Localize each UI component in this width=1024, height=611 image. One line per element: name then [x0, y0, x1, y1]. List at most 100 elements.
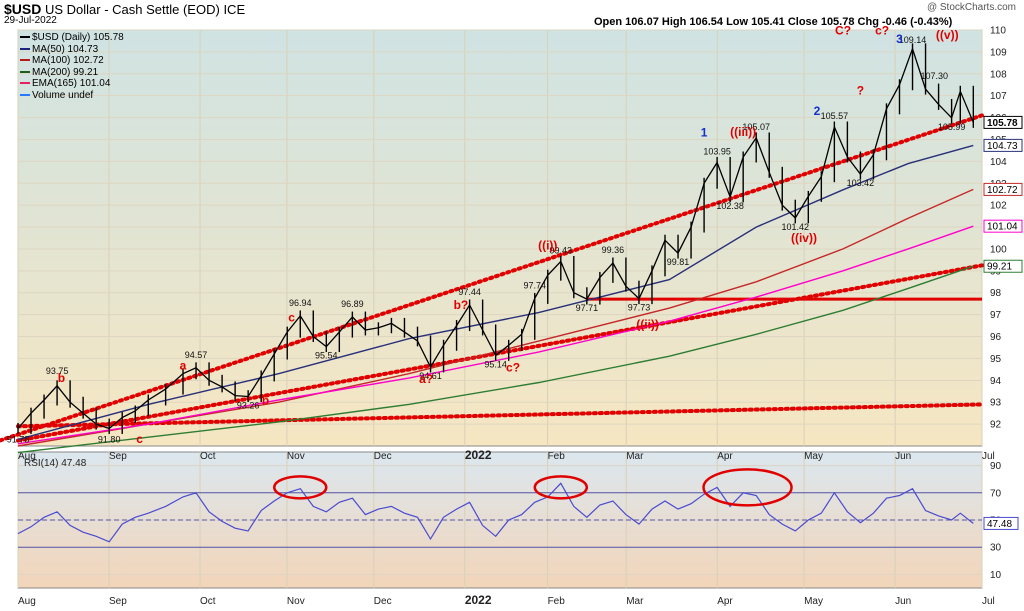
- rsi-x-tick-label-nov: Nov: [287, 596, 305, 607]
- y-tick-label: 93: [990, 398, 1002, 409]
- y-tick-label: 92: [990, 420, 1002, 431]
- rsi-y-tick-label: 30: [990, 543, 1002, 554]
- rsi-y-tick-label: 70: [990, 488, 1002, 499]
- price-annotation: 97.73: [628, 303, 651, 313]
- x-tick-label-nov: Nov: [287, 451, 305, 462]
- ma-line-ma50: [17, 144, 974, 441]
- legend-swatch: [20, 59, 30, 62]
- y-tick-label: 100: [990, 244, 1007, 255]
- legend-label: $USD (Daily) 105.78: [32, 32, 124, 43]
- rsi-panel-label: RSI(14) 47.48: [24, 458, 87, 469]
- rsi-last-value-label: 47.48: [987, 519, 1012, 530]
- rsi-last-value-tag: [983, 516, 1019, 530]
- ma-line-ma100: [17, 188, 974, 447]
- wave-label: ((v)): [936, 28, 959, 42]
- y-tick-label: 98: [990, 288, 1002, 299]
- legend-label: MA(200) 99.21: [32, 66, 99, 78]
- ma-line-ma200: [17, 265, 974, 454]
- wave-label: 1: [701, 125, 708, 139]
- wave-label: C?: [835, 23, 851, 37]
- support-line-0: [0, 113, 984, 443]
- rsi-x-tick-label-jun: Jun: [895, 596, 911, 607]
- x-tick-label-dec: Dec: [374, 451, 392, 462]
- price-annotation: 103.42: [847, 178, 875, 188]
- y-tick-label: 104: [990, 157, 1007, 168]
- price-annotation: 91.78: [7, 434, 30, 444]
- wave-label: b?: [454, 298, 469, 312]
- rsi-x-tick-label-may: May: [804, 596, 823, 607]
- y-tick-label: 97: [990, 310, 1002, 321]
- wave-label: b: [58, 371, 65, 385]
- price-annotation: 95.14: [484, 359, 507, 369]
- y-tick-label: 108: [990, 69, 1007, 80]
- rsi-x-tick-label-dec: Dec: [374, 596, 392, 607]
- x-tick-label-aug: Aug: [18, 451, 36, 462]
- y-tick-label: 109: [990, 47, 1007, 58]
- wave-label: c?: [506, 360, 520, 374]
- y-tick-label: 110: [990, 26, 1006, 37]
- watermark: @ StockCharts.com: [926, 2, 1016, 13]
- last-value-label: 105.78: [987, 118, 1018, 129]
- legend-item: MA(50) 104.73: [20, 44, 124, 56]
- last-value-tag: [983, 115, 1023, 129]
- legend-item: EMA(165) 101.04: [20, 78, 124, 90]
- price-annotation: 93.26: [237, 401, 260, 411]
- price-annotation: 96.94: [289, 298, 312, 308]
- rsi-highlight-ellipse: [533, 475, 589, 500]
- x-tick-label-feb: Feb: [548, 451, 566, 462]
- rsi-x-tick-label-oct: Oct: [200, 596, 216, 607]
- rsi-x-tick-label-sep: Sep: [109, 596, 127, 607]
- legend-label: MA(100) 102.72: [32, 55, 104, 66]
- price-annotation: 105.99: [938, 122, 966, 132]
- wave-label: a: [180, 359, 187, 373]
- ma-line-ema165: [17, 225, 974, 445]
- exchange: ICE: [223, 2, 246, 17]
- price-annotation: 94.61: [419, 371, 442, 381]
- legend-label: Volume undef: [32, 89, 94, 101]
- last-value-tag: [983, 219, 1023, 233]
- ohlc-readout: Open 106.07 High 106.54 Low 105.41 Close…: [594, 16, 953, 28]
- last-value-label: 101.04: [987, 222, 1018, 233]
- last-value-label: 102.72: [987, 185, 1018, 196]
- y-tick-label: 107: [990, 91, 1007, 102]
- y-tick-label: 94: [990, 376, 1002, 387]
- price-annotation: 97.74: [523, 280, 546, 290]
- price-annotation: 103.95: [703, 146, 731, 156]
- legend-swatch: [20, 93, 30, 96]
- wave-label: ?: [857, 84, 864, 98]
- price-line: [17, 46, 974, 430]
- rsi-x-tick-label-2022: 2022: [465, 593, 492, 607]
- y-tick-label: 95: [990, 354, 1002, 365]
- support-line-2: [16, 402, 984, 429]
- chart-header: $USD US Dollar - Cash Settle (EOD) ICE: [4, 1, 245, 17]
- wave-label: c: [136, 432, 143, 446]
- rsi-y-tick-label: 10: [990, 570, 1002, 581]
- wave-label: c: [288, 311, 295, 325]
- wave-label: ((iii)): [730, 125, 756, 139]
- price-annotation: 97.44: [458, 287, 481, 297]
- y-tick-label: 96: [990, 332, 1002, 343]
- price-annotation: 99.43: [550, 245, 573, 255]
- rsi-x-tick-label-apr: Apr: [717, 596, 733, 607]
- price-annotation: 96.89: [341, 299, 364, 309]
- price-annotation: 105.07: [742, 122, 770, 132]
- instrument-name: US Dollar - Cash Settle (EOD): [44, 2, 220, 17]
- price-annotation: 99.81: [667, 257, 690, 267]
- last-value-tag: [983, 259, 1023, 273]
- wave-label: c?: [875, 23, 889, 37]
- legend-label: MA(50) 104.73: [32, 43, 99, 55]
- chart-date: 29-Jul-2022: [4, 15, 57, 26]
- rsi-x-tick-label-feb: Feb: [548, 596, 566, 607]
- legend-item: MA(200) 99.21: [20, 67, 124, 79]
- price-annotation: 101.42: [782, 222, 810, 232]
- price-annotation: 105.57: [821, 111, 849, 121]
- wave-label: ((iv)): [791, 231, 817, 245]
- price-annotation: 94.57: [185, 350, 208, 360]
- rsi-y-tick-label: 90: [990, 461, 1002, 472]
- rsi-x-tick-label-aug: Aug: [18, 596, 36, 607]
- x-tick-label-jul: Jul: [982, 451, 995, 462]
- wave-label: 2: [814, 104, 821, 118]
- last-value-label: 104.73: [987, 141, 1018, 152]
- y-tick-label: 102: [990, 201, 1007, 212]
- price-annotation: 107.30: [920, 71, 948, 81]
